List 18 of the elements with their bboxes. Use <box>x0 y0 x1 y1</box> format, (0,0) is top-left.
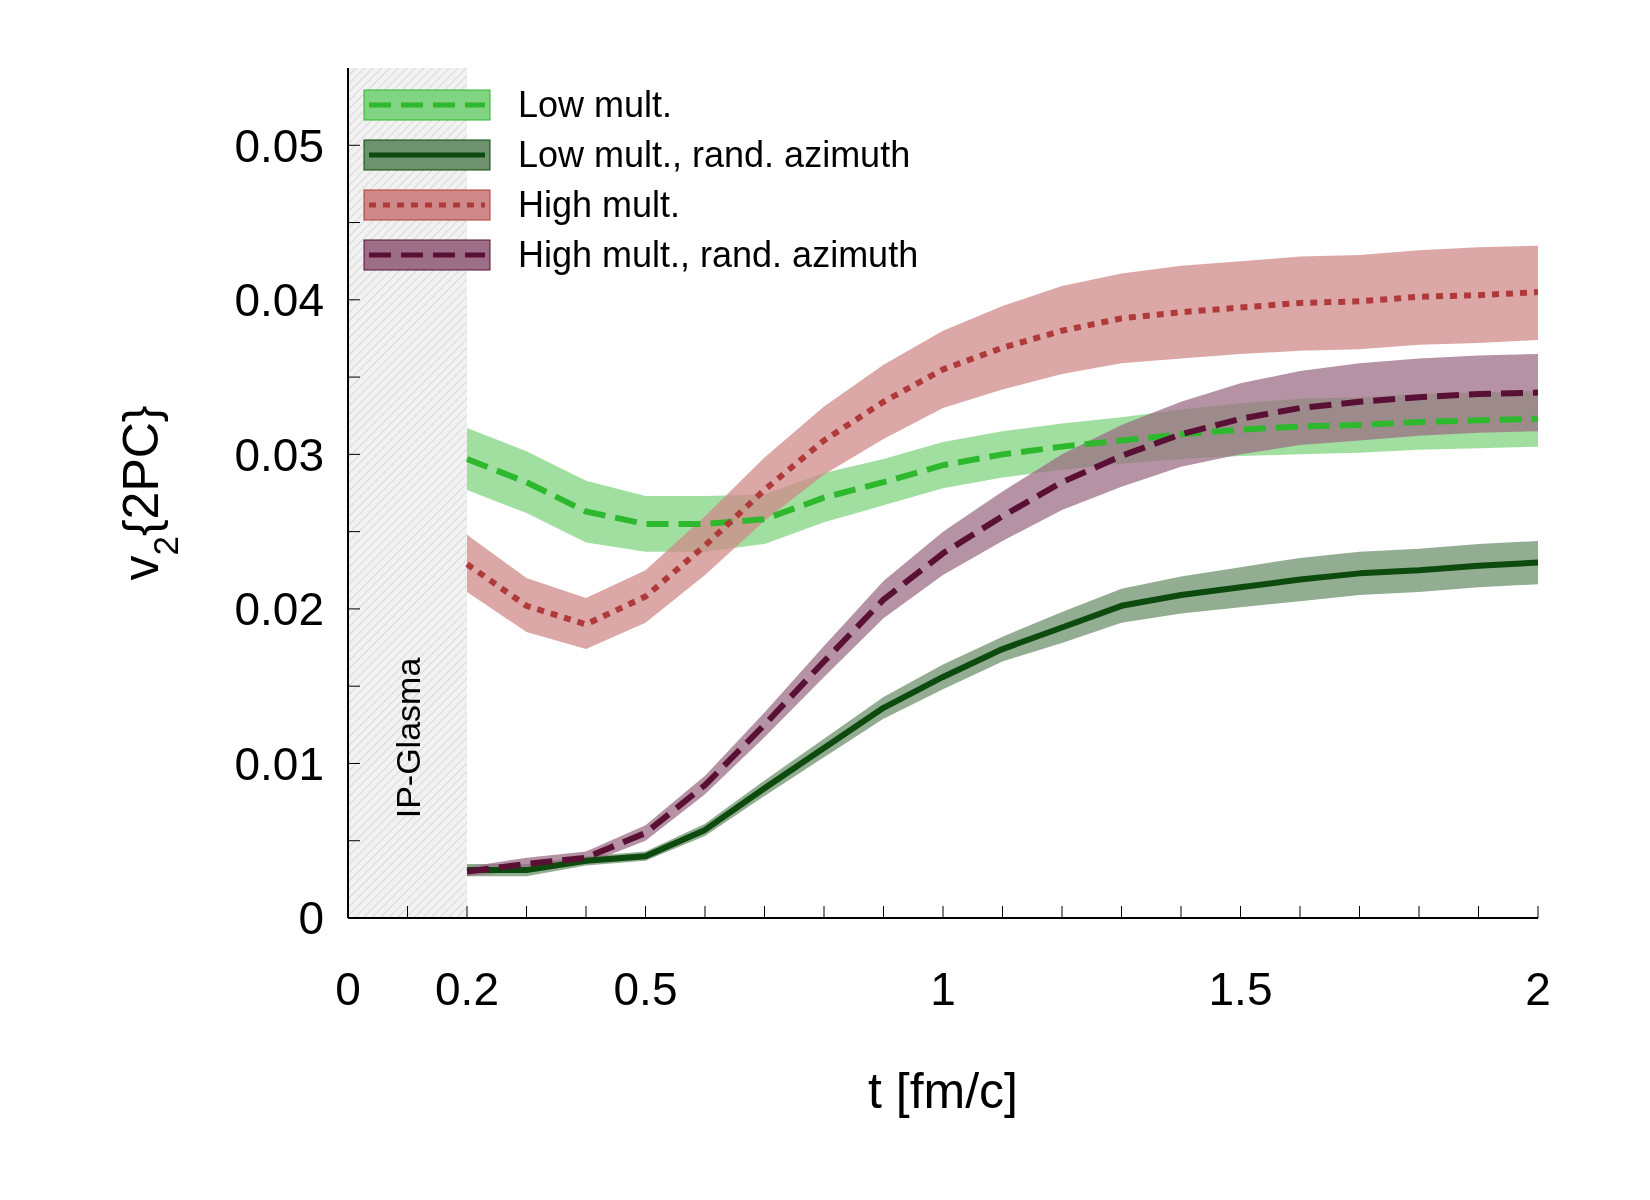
x-tick-label: 1 <box>930 962 956 1015</box>
x-tick-label: 2 <box>1525 962 1551 1015</box>
y-tick-label: 0.05 <box>234 119 324 172</box>
y-tick-label: 0 <box>298 892 324 945</box>
x-tick-label: 0 <box>335 962 361 1015</box>
y-tick-label: 0.01 <box>234 737 324 790</box>
y-tick-label: 0.04 <box>234 274 324 327</box>
x-tick-label: 1.5 <box>1208 962 1273 1015</box>
legend-label: High mult., rand. azimuth <box>518 234 919 276</box>
y-tick-label: 0.03 <box>234 428 324 481</box>
y-tick-label: 0.02 <box>234 583 324 636</box>
band-label: IP-Glasma <box>388 657 427 819</box>
x-tick-label: 0.2 <box>435 962 499 1015</box>
legend-label: High mult. <box>518 184 681 226</box>
x-tick-label: 0.5 <box>613 962 678 1015</box>
legend-label: Low mult., rand. azimuth <box>518 134 911 176</box>
legend-label: Low mult. <box>518 84 673 126</box>
x-axis-title: t [fm/c] <box>868 1063 1018 1119</box>
